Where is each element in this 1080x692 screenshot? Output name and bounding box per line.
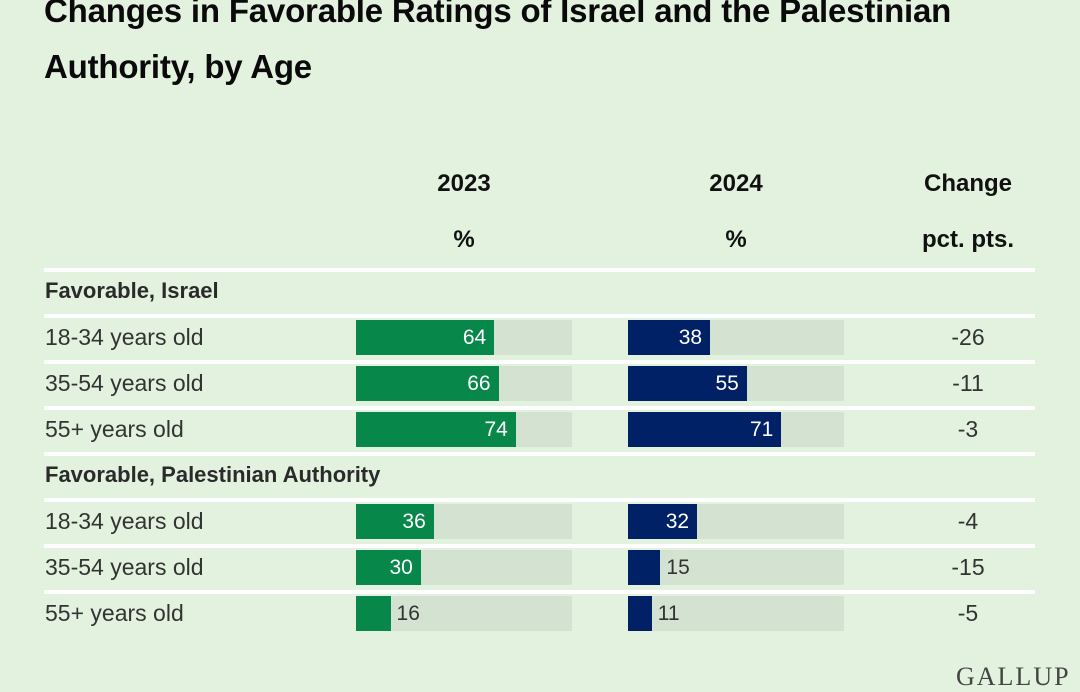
value-2024-value: 55 bbox=[715, 372, 739, 395]
value-2024-track: 15 bbox=[628, 550, 844, 585]
change-value: -3 bbox=[957, 416, 979, 442]
row-separator bbox=[44, 268, 1035, 272]
value-2024-track: 55 bbox=[628, 366, 844, 401]
column-subheader-change: pct. pts. bbox=[921, 226, 1014, 253]
value-2023-value: 66 bbox=[467, 372, 491, 395]
value-2023-track: 66 bbox=[356, 366, 572, 401]
column-header-2023: 2023 bbox=[437, 170, 491, 197]
row-label: 35-54 years old bbox=[45, 370, 204, 396]
value-2023-track: 64 bbox=[356, 320, 572, 355]
value-2024-track: 11 bbox=[628, 596, 844, 631]
row-label: 18-34 years old bbox=[45, 324, 204, 350]
value-2024-bar bbox=[628, 320, 711, 355]
value-2023-bar bbox=[356, 550, 421, 585]
value-2023-bar bbox=[356, 412, 516, 447]
column-subheader-2024: % bbox=[725, 226, 747, 253]
value-2023-track: 74 bbox=[356, 412, 572, 447]
change-value: -15 bbox=[951, 554, 985, 580]
value-2024-bar bbox=[628, 504, 698, 539]
value-2023-track: 30 bbox=[356, 550, 572, 585]
value-2024-track: 32 bbox=[628, 504, 844, 539]
column-subheader-2023: % bbox=[453, 226, 475, 253]
row-label: 18-34 years old bbox=[45, 508, 204, 534]
row-label: 35-54 years old bbox=[45, 554, 204, 580]
value-2023-bar bbox=[356, 504, 434, 539]
value-2024-value: 71 bbox=[750, 418, 774, 441]
value-2024-bar bbox=[628, 366, 747, 401]
row-separator bbox=[44, 544, 1035, 548]
value-2024-value: 32 bbox=[665, 510, 690, 533]
value-2023-value: 74 bbox=[484, 418, 508, 441]
value-2024-bar bbox=[628, 596, 652, 631]
value-2023-bar bbox=[356, 320, 495, 355]
column-header-change: Change bbox=[923, 170, 1012, 197]
change-value: -4 bbox=[957, 508, 979, 534]
row-separator bbox=[44, 498, 1035, 502]
value-2024-track: 71 bbox=[628, 412, 844, 447]
group-label: Favorable, Palestinian Authority bbox=[45, 462, 381, 487]
row-label: 55+ years old bbox=[45, 416, 184, 442]
value-2023-bar bbox=[356, 366, 499, 401]
chart-title: Changes in Favorable Ratings of Israel a… bbox=[44, 0, 952, 85]
value-2023-value: 64 bbox=[462, 326, 487, 349]
value-2023-value: 30 bbox=[389, 556, 413, 579]
value-2024-track: 38 bbox=[628, 320, 844, 355]
row-separator bbox=[44, 590, 1035, 594]
value-2023-bar bbox=[356, 596, 391, 631]
row-separator bbox=[44, 452, 1035, 456]
value-2024-value: 11 bbox=[657, 602, 680, 625]
row-label: 55+ years old bbox=[45, 600, 184, 626]
value-2024-value: 38 bbox=[678, 326, 703, 349]
change-value: -11 bbox=[952, 370, 984, 396]
value-2024-value: 15 bbox=[666, 556, 690, 579]
change-value: -5 bbox=[957, 600, 979, 626]
value-2024-bar bbox=[628, 412, 782, 447]
value-2024-bar bbox=[628, 550, 661, 585]
value-2023-value: 16 bbox=[396, 602, 420, 625]
value-2023-track: 16 bbox=[356, 596, 572, 631]
gallup-logo: GALLUP bbox=[956, 662, 1071, 691]
column-header-2024: 2024 bbox=[709, 170, 763, 197]
row-separator bbox=[44, 360, 1035, 364]
value-2023-track: 36 bbox=[356, 504, 572, 539]
group-label: Favorable, Israel bbox=[45, 278, 219, 303]
value-2023-value: 36 bbox=[402, 510, 426, 533]
change-value: -26 bbox=[951, 324, 985, 350]
row-separator bbox=[44, 314, 1035, 318]
row-separator bbox=[44, 406, 1035, 410]
